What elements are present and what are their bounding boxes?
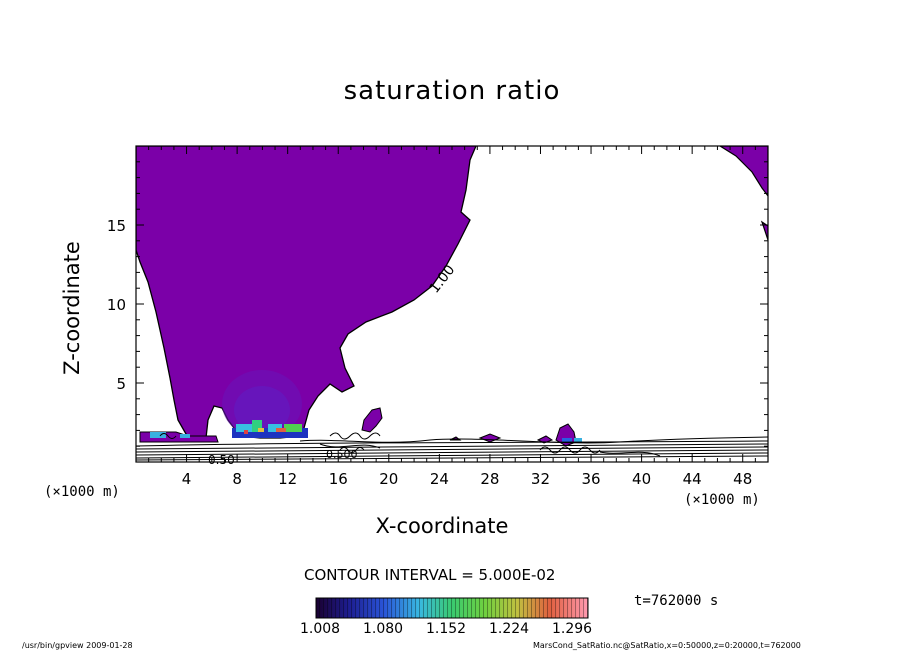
- x-unit-label: (×1000 m): [684, 492, 760, 508]
- saturation-region-upper-right: [718, 146, 768, 241]
- x-tick-label: 8: [232, 470, 242, 488]
- y-axis-label: Z-coordinate: [60, 241, 84, 375]
- x-tick-label: 20: [379, 470, 398, 488]
- y-tick-label: 10: [107, 296, 126, 314]
- y-tick-label: 15: [107, 217, 126, 235]
- colorbar-tick-label: 1.224: [489, 621, 530, 637]
- x-tick-label: 44: [683, 470, 702, 488]
- y-tick-label: 5: [116, 375, 126, 393]
- x-tick-label: 40: [632, 470, 651, 488]
- contour-interval: CONTOUR INTERVAL = 5.000E-02: [304, 566, 556, 584]
- surface-contour-lines: [136, 432, 768, 461]
- x-axis-label: X-coordinate: [375, 514, 509, 538]
- x-tick-label: 4: [182, 470, 192, 488]
- saturation-region-main: [136, 146, 477, 441]
- saturation-patch: [478, 433, 502, 443]
- footer-left: /usr/bin/gpview 2009-01-28: [22, 641, 133, 650]
- colorbar-tick-label: 1.008: [300, 621, 341, 637]
- x-tick-label: 16: [329, 470, 348, 488]
- colorbar-tick-label: 1.296: [552, 621, 593, 637]
- colorbar-tick-label: 1.152: [426, 621, 467, 637]
- x-tick-label: 32: [531, 470, 550, 488]
- saturation-patch: [361, 407, 383, 433]
- x-tick-label: 28: [480, 470, 499, 488]
- footer-right: MarsCond_SatRatio.nc@SatRatio,x=0:50000,…: [533, 641, 801, 650]
- time-label: t=762000 s: [634, 593, 719, 609]
- chart-title: saturation ratio: [343, 76, 561, 106]
- contour-label: 0.50: [208, 453, 235, 467]
- contour-label: 0.500: [326, 448, 358, 461]
- x-tick-label: 36: [581, 470, 600, 488]
- x-tick-label: 24: [430, 470, 449, 488]
- z-unit-label: (×1000 m): [44, 484, 120, 500]
- colorbar-tick-label: 1.080: [363, 621, 404, 637]
- x-tick-label: 12: [278, 470, 297, 488]
- x-tick-label: 48: [733, 470, 752, 488]
